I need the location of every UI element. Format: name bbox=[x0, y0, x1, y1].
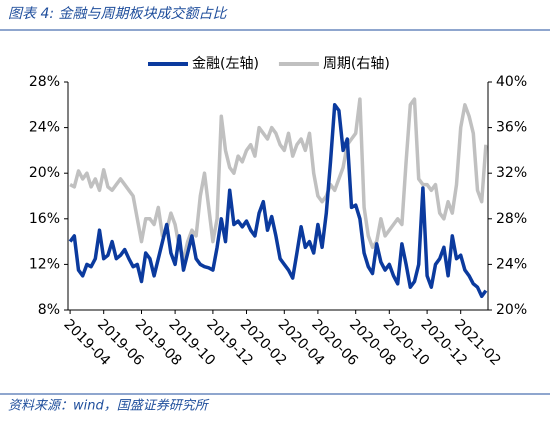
y-tick-label: 20% bbox=[29, 165, 60, 181]
y-tick-label: 24% bbox=[29, 120, 60, 136]
series-line bbox=[69, 97, 488, 261]
y2-tick-label: 36% bbox=[496, 120, 527, 136]
legend-label: 金融(左轴) bbox=[192, 56, 259, 72]
y-tick-label: 28% bbox=[29, 74, 60, 90]
chart-title: 图表 4: 金融与周期板块成交额占比 bbox=[8, 6, 229, 22]
source: 资料来源：wind，国盛证券研究所 bbox=[8, 398, 210, 414]
y-tick-label: 12% bbox=[29, 256, 60, 272]
y-tick-label: 16% bbox=[29, 211, 60, 227]
y2-tick-label: 20% bbox=[496, 302, 527, 318]
y2-tick-label: 32% bbox=[496, 165, 527, 181]
y2-tick-label: 28% bbox=[496, 211, 527, 227]
series-line bbox=[68, 103, 488, 299]
legend-label: 周期(右轴) bbox=[323, 56, 390, 72]
y-tick-label: 8% bbox=[38, 302, 60, 318]
y2-tick-label: 40% bbox=[496, 74, 527, 90]
y2-tick-label: 24% bbox=[496, 256, 527, 272]
